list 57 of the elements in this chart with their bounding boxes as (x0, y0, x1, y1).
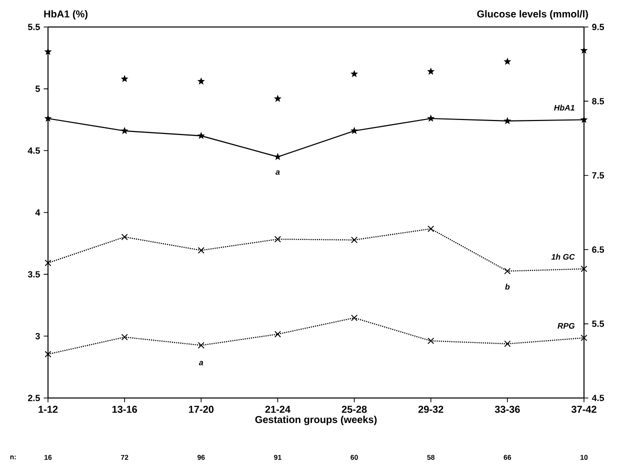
series-label: 1h GC (551, 254, 575, 260)
x-tick-label: 37-42 (571, 406, 596, 413)
x-tick-label: 21-24 (265, 406, 290, 413)
point (504, 58, 512, 65)
point (350, 70, 358, 78)
point (198, 342, 204, 349)
point (274, 94, 282, 102)
x-tick-label: 17-20 (188, 406, 214, 413)
point (580, 334, 588, 342)
point (350, 126, 358, 134)
point (120, 126, 128, 134)
x-tick-label: 33-36 (494, 406, 520, 413)
point (197, 77, 205, 85)
point (427, 68, 435, 75)
x-tick-label: 25-28 (342, 406, 367, 413)
point (504, 268, 511, 274)
y2-tick-label: 5.5 (592, 320, 604, 327)
point (274, 330, 281, 338)
x-tick-label: 29-32 (418, 406, 444, 413)
y-tick-label: 5 (35, 86, 40, 92)
y-tick-label: 3.5 (28, 271, 40, 278)
point (44, 260, 52, 266)
point (427, 114, 435, 122)
y2-tick-label: 8.5 (592, 98, 604, 104)
point (580, 266, 588, 272)
point (197, 132, 205, 140)
y-tick-label: 2.5 (28, 394, 40, 402)
point (274, 236, 281, 242)
point (351, 314, 358, 322)
annotation: b (505, 284, 510, 290)
point (428, 226, 434, 232)
series-label: RPG (558, 323, 575, 329)
point (120, 74, 128, 82)
y-tick-label: 3 (35, 332, 40, 340)
y2-tick-label: 6.5 (592, 246, 604, 253)
point (504, 340, 511, 348)
y-tick-label: 5.5 (28, 24, 40, 30)
y2-tick-label: 7.5 (592, 172, 604, 179)
point (504, 116, 512, 124)
y-tick-label: 4 (35, 209, 40, 216)
point (198, 247, 204, 254)
series-label: HbA1 (554, 104, 574, 111)
y2-tick-label: 9.5 (592, 24, 604, 30)
point (351, 236, 358, 244)
point (121, 334, 128, 340)
annotation: a (276, 170, 280, 175)
x-tick-label: 13-16 (112, 406, 138, 413)
point (428, 338, 434, 344)
point (121, 234, 128, 240)
y-axis-title: HbA1 (%) (44, 10, 88, 20)
y2-axis-title: Glucose levels (mmol/l) (477, 10, 588, 20)
y2-tick-label: 4.5 (592, 394, 604, 402)
annotation: a (198, 360, 204, 366)
x-axis-title: Gestation groups (weeks) (255, 416, 377, 426)
x-tick-label: 1-12 (38, 406, 58, 413)
point (44, 350, 52, 358)
y-tick-label: 4.5 (28, 148, 40, 154)
